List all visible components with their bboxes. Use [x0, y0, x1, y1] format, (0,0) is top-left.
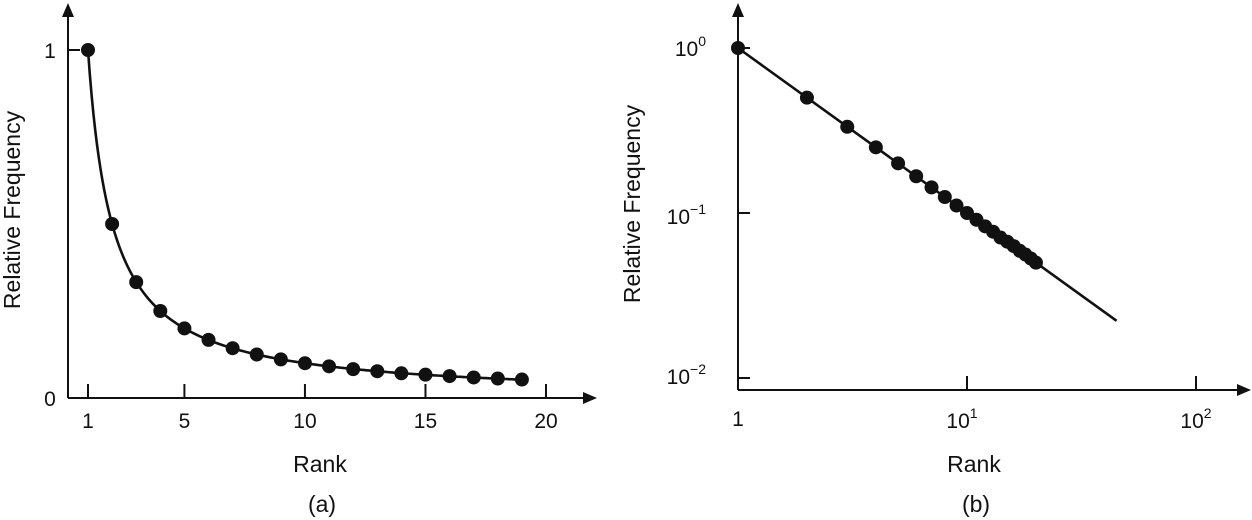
- y-tick-label: 100: [675, 33, 706, 61]
- data-point: [442, 369, 457, 384]
- x-tick-label: 10: [293, 410, 316, 433]
- x-tick-label: 101: [946, 405, 977, 433]
- x-tick-label: 5: [179, 410, 191, 433]
- data-point: [394, 366, 409, 381]
- panel-caption: (a): [308, 491, 336, 517]
- data-point: [799, 90, 814, 105]
- data-point: [937, 190, 952, 205]
- data-point: [891, 156, 906, 171]
- y-axis-label: Relative Frequency: [619, 104, 645, 303]
- x-tick-label: 102: [1180, 405, 1211, 433]
- data-point: [81, 43, 95, 57]
- data-point: [840, 119, 855, 134]
- y-tick-label: 1: [44, 40, 56, 63]
- x-tick-label: 1: [82, 410, 94, 433]
- y-tick-label: 0: [44, 388, 56, 411]
- data-point: [129, 275, 144, 290]
- data-point: [225, 341, 240, 356]
- data-point: [466, 370, 481, 385]
- data-point: [273, 352, 288, 367]
- data-point: [201, 332, 216, 347]
- fit-curve: [86, 49, 522, 381]
- data-point: [153, 304, 168, 318]
- loglog-rank-frequency-chart: 100 10−1 10−2 1 101 102 Rank Relative Fr…: [619, 3, 1251, 517]
- data-point: [490, 371, 505, 386]
- x-tick-label: 15: [414, 410, 437, 433]
- linear-rank-frequency-chart: 1 0 1 5 10 15 20 Rank Relative Frequency (a): [0, 3, 597, 517]
- y-tick-label: 10−1: [667, 201, 707, 229]
- data-point: [418, 367, 433, 382]
- data-point: [370, 364, 385, 379]
- x-axis-label: Rank: [947, 451, 1001, 477]
- data-point: [297, 356, 312, 371]
- data-point: [924, 180, 939, 195]
- x-tick-label: 1: [732, 408, 744, 431]
- data-point: [731, 41, 745, 55]
- data-point: [1028, 255, 1043, 270]
- data-point: [514, 372, 529, 387]
- data-point: [346, 362, 361, 377]
- data-point: [105, 217, 120, 231]
- data-point: [909, 169, 924, 184]
- data-point: [177, 321, 192, 336]
- x-tick-label: 20: [534, 410, 557, 433]
- y-tick-label: 10−2: [667, 361, 707, 389]
- data-point: [868, 140, 883, 155]
- data-point: [949, 198, 964, 213]
- x-axis-label: Rank: [293, 451, 347, 477]
- data-point: [249, 347, 264, 362]
- data-point: [322, 359, 337, 374]
- y-axis-label: Relative Frequency: [0, 110, 25, 309]
- panel-caption: (b): [962, 491, 990, 517]
